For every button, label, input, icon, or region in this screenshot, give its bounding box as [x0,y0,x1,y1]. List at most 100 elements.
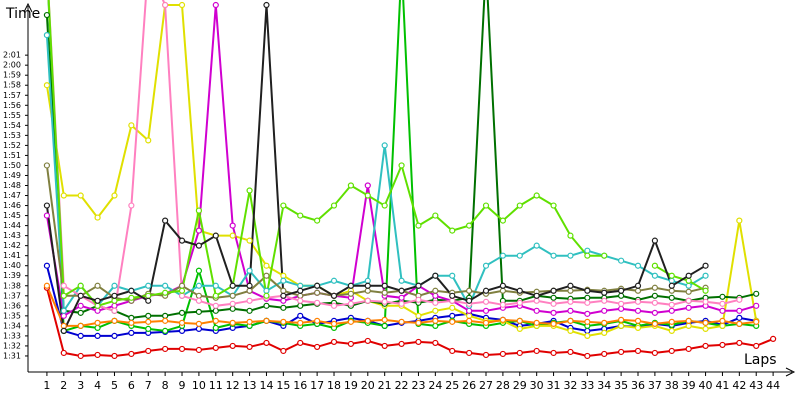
point [128,350,135,358]
y-tick-label: 1:34 [3,321,21,330]
point [195,242,203,249]
y-tick-label: 1:52 [3,141,21,150]
point [719,322,726,329]
point [246,307,253,314]
point [584,332,591,340]
point [280,287,287,294]
point [128,294,135,301]
point [550,309,557,316]
point [567,282,574,289]
x-axis-title: Laps [744,352,777,368]
point [195,282,203,289]
point [162,289,169,296]
point [449,272,456,279]
x-tick-label: 6 [128,379,135,392]
y-tick-label: 1:58 [3,81,21,90]
point [668,307,675,314]
x-tick-label: 13 [243,379,257,392]
point [280,347,287,355]
point [178,282,186,289]
point [229,342,236,350]
point [43,11,51,19]
point [178,327,186,334]
point [601,319,608,326]
x-tick-label: 38 [665,379,679,392]
point [347,282,355,289]
point [111,302,118,309]
y-tick-label: 1:47 [3,191,21,200]
series-line [45,165,706,302]
point [195,346,203,354]
point [77,332,84,340]
point [77,282,84,289]
y-tick-label: 1:59 [3,71,21,80]
series-line [45,4,707,335]
point [685,272,692,279]
point [381,282,388,289]
point [499,350,506,358]
point [246,318,253,325]
y-tick-label: 1:31 [3,351,21,360]
y-tick-label: 1:32 [3,341,21,350]
point [533,242,540,249]
point [398,340,405,348]
point [398,277,405,284]
point [634,307,642,314]
point [668,294,675,301]
point [482,202,490,209]
point [229,300,236,307]
x-tick-label: 36 [631,379,645,392]
point [111,192,118,199]
point [145,292,152,299]
point [280,297,287,304]
y-tick-label: 1:53 [3,131,21,140]
point [94,302,101,309]
y-tick-label: 1:45 [3,211,21,220]
point [499,252,506,259]
point [94,324,101,331]
x-tick-label: 29 [513,379,527,392]
y-tick-label: 1:38 [3,281,21,290]
x-tick-label: 2 [60,379,67,392]
point [297,212,304,219]
y-tick-label: 1:46 [3,201,21,210]
point [263,317,270,324]
point [111,317,118,324]
x-tick-label: 30 [530,379,544,392]
point [43,212,51,219]
point [330,320,338,327]
point [482,319,490,326]
x-tick-label: 26 [462,379,476,392]
point [263,262,270,269]
point [719,307,726,314]
point [702,298,709,305]
point [347,318,355,325]
point [584,327,591,334]
y-tick-label: 1:51 [3,151,21,160]
point [567,298,574,305]
point [297,282,304,289]
point [195,227,203,234]
point [314,299,321,306]
point [516,252,523,259]
x-tick-label: 42 [732,379,746,392]
point [111,292,118,299]
point [533,297,540,304]
point [347,290,355,297]
point [212,324,219,331]
point [449,227,456,234]
point [128,319,135,326]
y-tick-label: 1:37 [3,291,21,300]
point [449,312,456,319]
point [212,307,219,314]
point [280,318,287,325]
point [466,222,473,229]
point [246,343,253,351]
point [364,317,371,324]
point [415,296,422,303]
point [398,162,405,169]
point [685,277,692,284]
point [162,317,169,324]
